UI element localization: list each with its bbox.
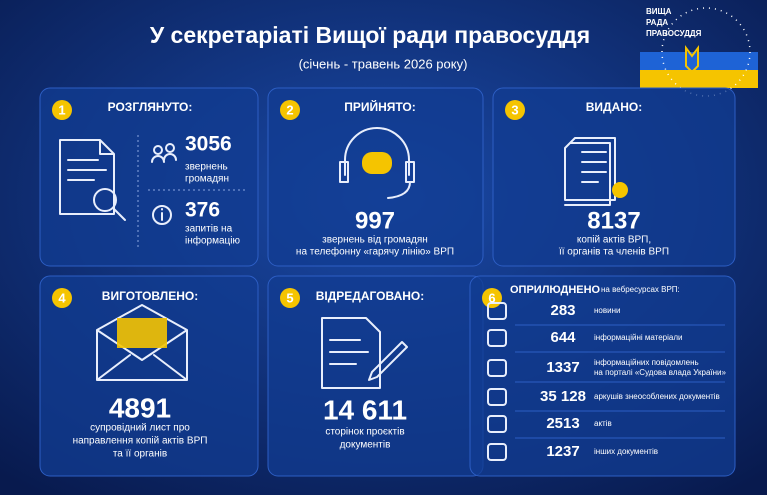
logo [640,7,758,97]
card-heading: ОПРИЛЮДНЕНО [510,284,601,296]
card [469,275,736,477]
envelope-icon [96,304,188,381]
row-icon [487,359,507,377]
stat-value: 376 [185,199,220,222]
stat-value: 14 611 [323,394,407,425]
card [267,87,484,267]
stat-value: 1237 [546,443,579,460]
card-heading: ПРИЙНЯТО: [344,99,416,114]
row-icon [487,415,507,433]
letter-icon [117,318,167,348]
stat-label: новини [594,306,620,315]
card-heading: ВИГОТОВЛЕНО: [102,289,198,303]
logo-text: РАДА [646,18,668,27]
badge-number: 1 [58,102,65,117]
stat-value: 8137 [587,207,640,234]
stat-label: аркушів знеособлених документів [594,392,720,401]
stat-value: 997 [355,207,395,234]
stat-label: актів [594,419,612,428]
row-icon [487,388,507,406]
stat-value: 4891 [109,392,171,423]
logo-text: ВИЩА [646,7,672,16]
info-icon [152,205,172,225]
row-icon [487,302,507,320]
edit-icon [321,317,408,389]
stat-label: інформаційних повідомлень [594,358,699,367]
card-heading: ВІДРЕДАГОВАНО: [316,289,424,303]
stat-label: звернень від громадян [322,235,428,246]
stat-value: 1337 [546,359,579,376]
card-heading-note: на вебресурсах ВРП: [601,285,680,294]
stat-label: сторінок проєктів [325,427,404,438]
stat-label: документів [340,440,391,451]
stat-label: на телефонну «гарячу лінію» ВРП [296,246,454,258]
icon [93,188,117,212]
card [39,275,259,477]
stat-label: супровідний лист про [90,423,190,434]
headset-icon [339,127,415,199]
icon [362,152,392,174]
document-icon [564,137,616,206]
card-heading: РОЗГЛЯНУТО: [108,100,193,114]
stat-label: громадян [185,174,229,185]
badge-number: 3 [511,102,518,117]
stat-label: звернень [185,162,228,173]
badge [52,100,72,120]
logo-text: ПРАВОСУДДЯ [646,29,702,38]
seal-icon [612,182,628,198]
badge [280,288,300,308]
stat-label: на порталі «Судова влада України» [594,368,727,377]
stat-label: інших документів [594,447,658,456]
stat-value: 644 [550,329,576,346]
title: У секретаріаті Вищої ради правосуддя [150,22,590,48]
badge-number: 6 [488,290,495,305]
badge [505,100,525,120]
card-heading: ВИДАНО: [586,100,643,114]
stat-label: запитів на [185,224,233,235]
stat-label: направлення копій актів ВРП [73,436,208,447]
badge [52,288,72,308]
people-icon [151,143,177,163]
row-icon [487,443,507,461]
stat-value: 283 [550,302,575,319]
row-icon [487,329,507,347]
card [39,87,259,267]
icon [112,207,126,221]
stat-value: 3056 [185,133,232,156]
stat-label: копій актів ВРП, [577,235,651,246]
stat-value: 35 128 [540,388,586,405]
stat-value: 2513 [546,415,579,432]
badge [280,100,300,120]
stat-label: інформаційні матеріали [594,333,682,342]
stat-label: інформацію [185,235,240,247]
badge-number: 5 [286,290,293,305]
badge-number: 2 [286,102,293,117]
stat-label: та її органів [113,449,167,460]
stat-label: її органів та членів ВРП [558,247,669,258]
badge-number: 4 [58,290,66,305]
subtitle: (січень - травень 2026 року) [299,56,468,71]
document-icon [59,139,115,215]
